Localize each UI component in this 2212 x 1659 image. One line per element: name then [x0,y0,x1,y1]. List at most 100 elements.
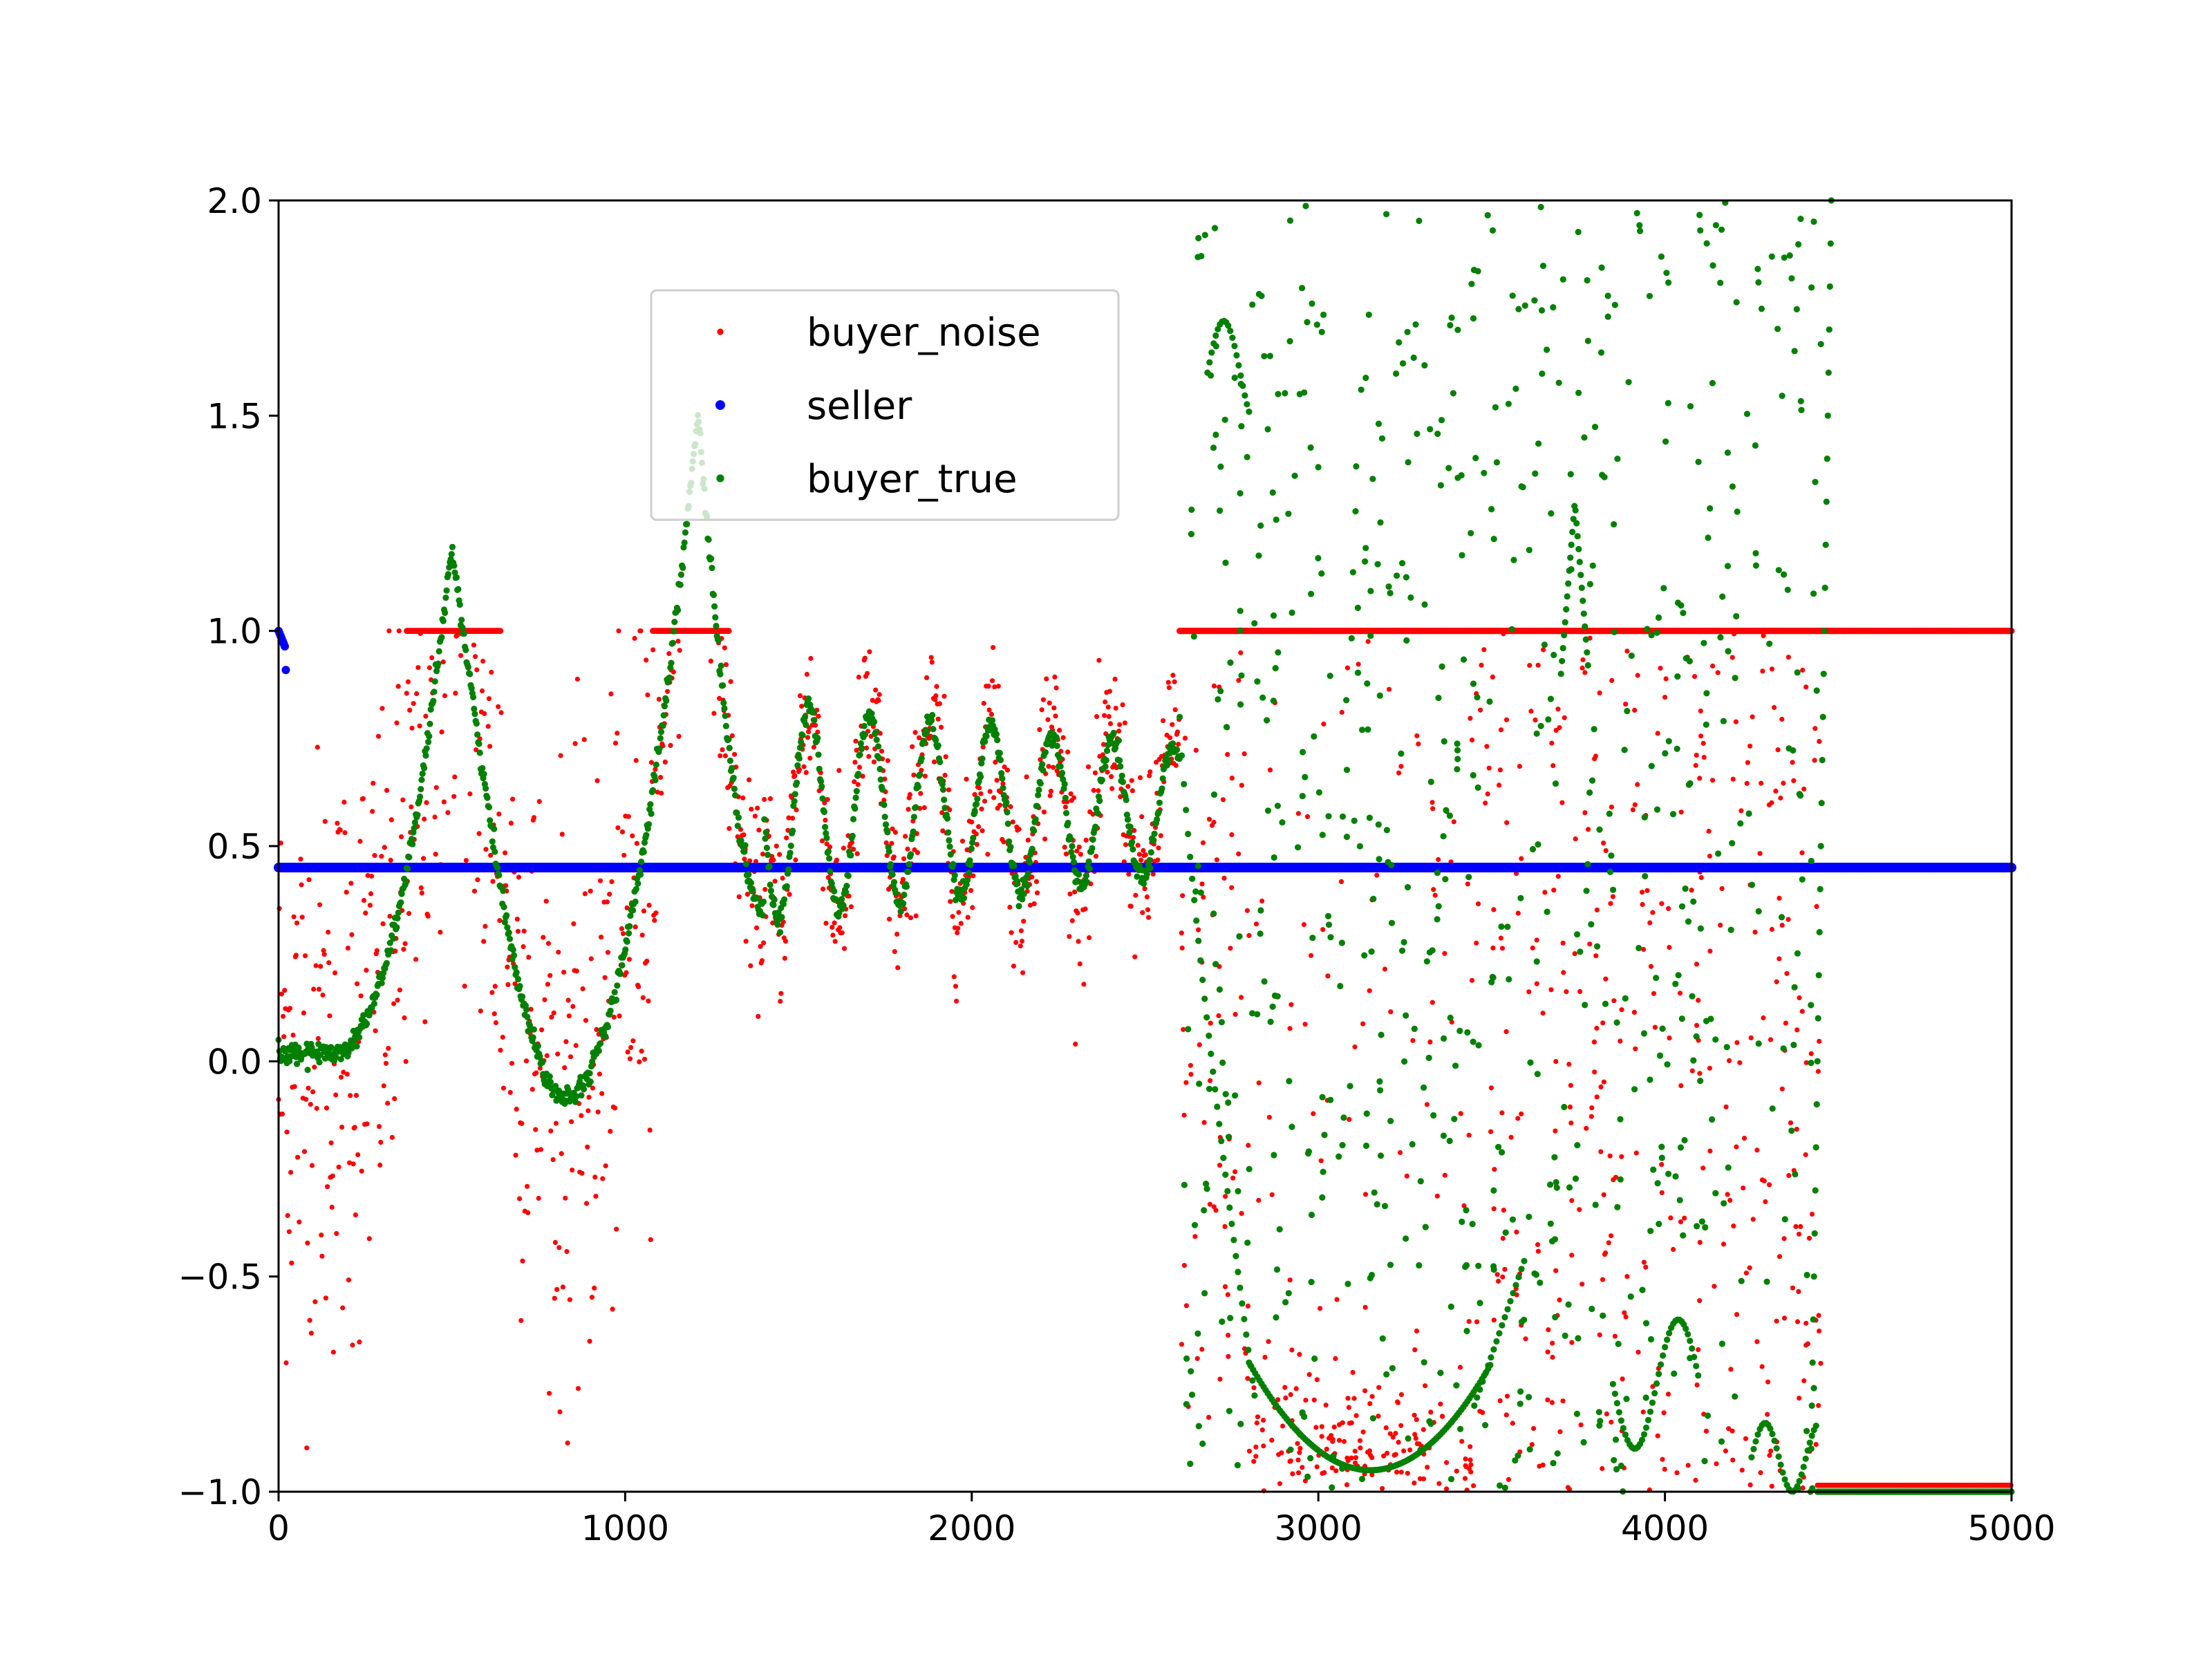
buyer-noise-point [1413,1436,1418,1441]
buyer-noise-point [1731,1224,1736,1229]
buyer-noise-point [559,1151,564,1156]
buyer-noise-point [974,842,980,847]
buyer-noise-point [563,1039,569,1044]
buyer-true-point [496,872,503,879]
buyer-noise-point [625,1049,630,1055]
buyer-noise-point [1817,1329,1822,1334]
buyer-noise-point [1176,742,1181,747]
buyer-noise-point [900,877,906,882]
buyer-noise-point [932,697,938,702]
buyer-noise-point [303,953,308,959]
buyer-noise-point [641,908,647,914]
buyer-noise-point [1046,764,1051,769]
buyer-noise-point [1091,787,1096,793]
buyer-noise-point [1502,1266,1508,1272]
buyer-noise-point [1288,1458,1293,1463]
buyer-noise-point [1806,1235,1812,1241]
buyer-noise-point [1573,836,1578,842]
buyer-noise-point [1635,1349,1641,1355]
buyer-noise-point [1541,647,1546,653]
buyer-noise-point [1503,717,1510,722]
buyer-noise-point [856,765,863,770]
buyer-noise-point [533,1127,538,1132]
buyer-noise-point [1685,1463,1691,1468]
buyer-noise-point [1608,901,1613,906]
buyer-noise-point [1603,1250,1609,1256]
buyer-noise-point [1018,928,1024,934]
buyer-noise-point [1469,977,1475,983]
buyer-noise-point [1230,1175,1236,1181]
buyer-noise-point [589,1295,595,1300]
buyer-true-point [398,890,405,897]
buyer-noise-point [340,1305,346,1311]
buyer-noise-point [1208,1020,1213,1026]
buyer-noise-point [545,982,551,987]
buyer-noise-point [805,735,811,740]
buyer-noise-point [1584,1125,1589,1131]
buyer-noise-point [1723,1448,1728,1454]
buyer-noise-point [1655,731,1660,736]
buyer-noise-point [363,910,368,916]
buyer-noise-point [627,1056,633,1062]
buyer-noise-point [634,841,640,846]
buyer-true-point [637,871,644,878]
buyer-noise-point [804,671,809,677]
buyer-noise-point [1794,1027,1800,1033]
buyer-noise-point [1506,1477,1512,1482]
buyer-noise-point [471,642,477,648]
buyer-true-point [364,1020,371,1027]
buyer-noise-point [653,767,658,772]
buyer-noise-point [1519,856,1524,861]
buyer-noise-point [632,924,638,930]
buyer-noise-point [594,778,600,783]
buyer-noise-point [624,970,629,975]
buyer-noise-point [932,759,937,765]
buyer-noise-point [401,946,406,952]
buyer-noise-point [347,1160,353,1165]
buyer-noise-point [855,782,861,787]
buyer-noise-point [1436,1481,1442,1486]
buyer-noise-point [1145,907,1151,912]
buyer-noise-point [600,1176,606,1181]
buyer-noise-point [1136,852,1142,857]
buyer-noise-point [492,984,498,989]
buyer-noise-point [1417,1476,1423,1481]
buyer-true-point [611,988,618,995]
buyer-noise-point [863,745,870,751]
buyer-noise-point [545,941,552,946]
buyer-noise-point [599,935,604,940]
buyer-noise-point [666,650,672,657]
buyer-noise-point [1259,898,1265,904]
buyer-true-point [607,1007,614,1014]
buyer-noise-point [1137,775,1143,780]
buyer-noise-point [519,1121,525,1126]
buyer-noise-point [330,1349,336,1355]
buyer-true-point [482,785,489,792]
buyer-noise-point [521,928,527,934]
buyer-noise-point [1650,1384,1656,1389]
buyer-noise-point [1040,697,1046,702]
buyer-noise-point [1295,1457,1301,1463]
buyer-noise-point [1232,1169,1238,1174]
buyer-true-point [546,1073,553,1080]
buyer-noise-point [1491,1318,1497,1323]
buyer-noise-point [1718,922,1723,928]
buyer-noise-point [1217,1376,1223,1382]
buyer-noise-point [1757,851,1763,856]
buyer-noise-point [655,789,660,795]
buyer-noise-point [1244,908,1250,913]
buyer-noise-point [1499,946,1506,951]
buyer-noise-point [626,957,632,962]
buyer-true-point [660,712,667,719]
buyer-noise-point [1126,872,1132,877]
buyer-noise-point [1398,1423,1404,1428]
seller-points [274,626,2016,873]
buyer-true-point [308,1044,315,1051]
buyer-noise-point [319,1232,324,1238]
buyer-noise-point [365,872,371,879]
buyer-noise-point [1667,944,1672,950]
buyer-noise-point [1491,1206,1497,1212]
buyer-noise-point [317,902,323,908]
buyer-noise-point [1553,1268,1559,1273]
buyer-noise-point [1508,1134,1514,1140]
